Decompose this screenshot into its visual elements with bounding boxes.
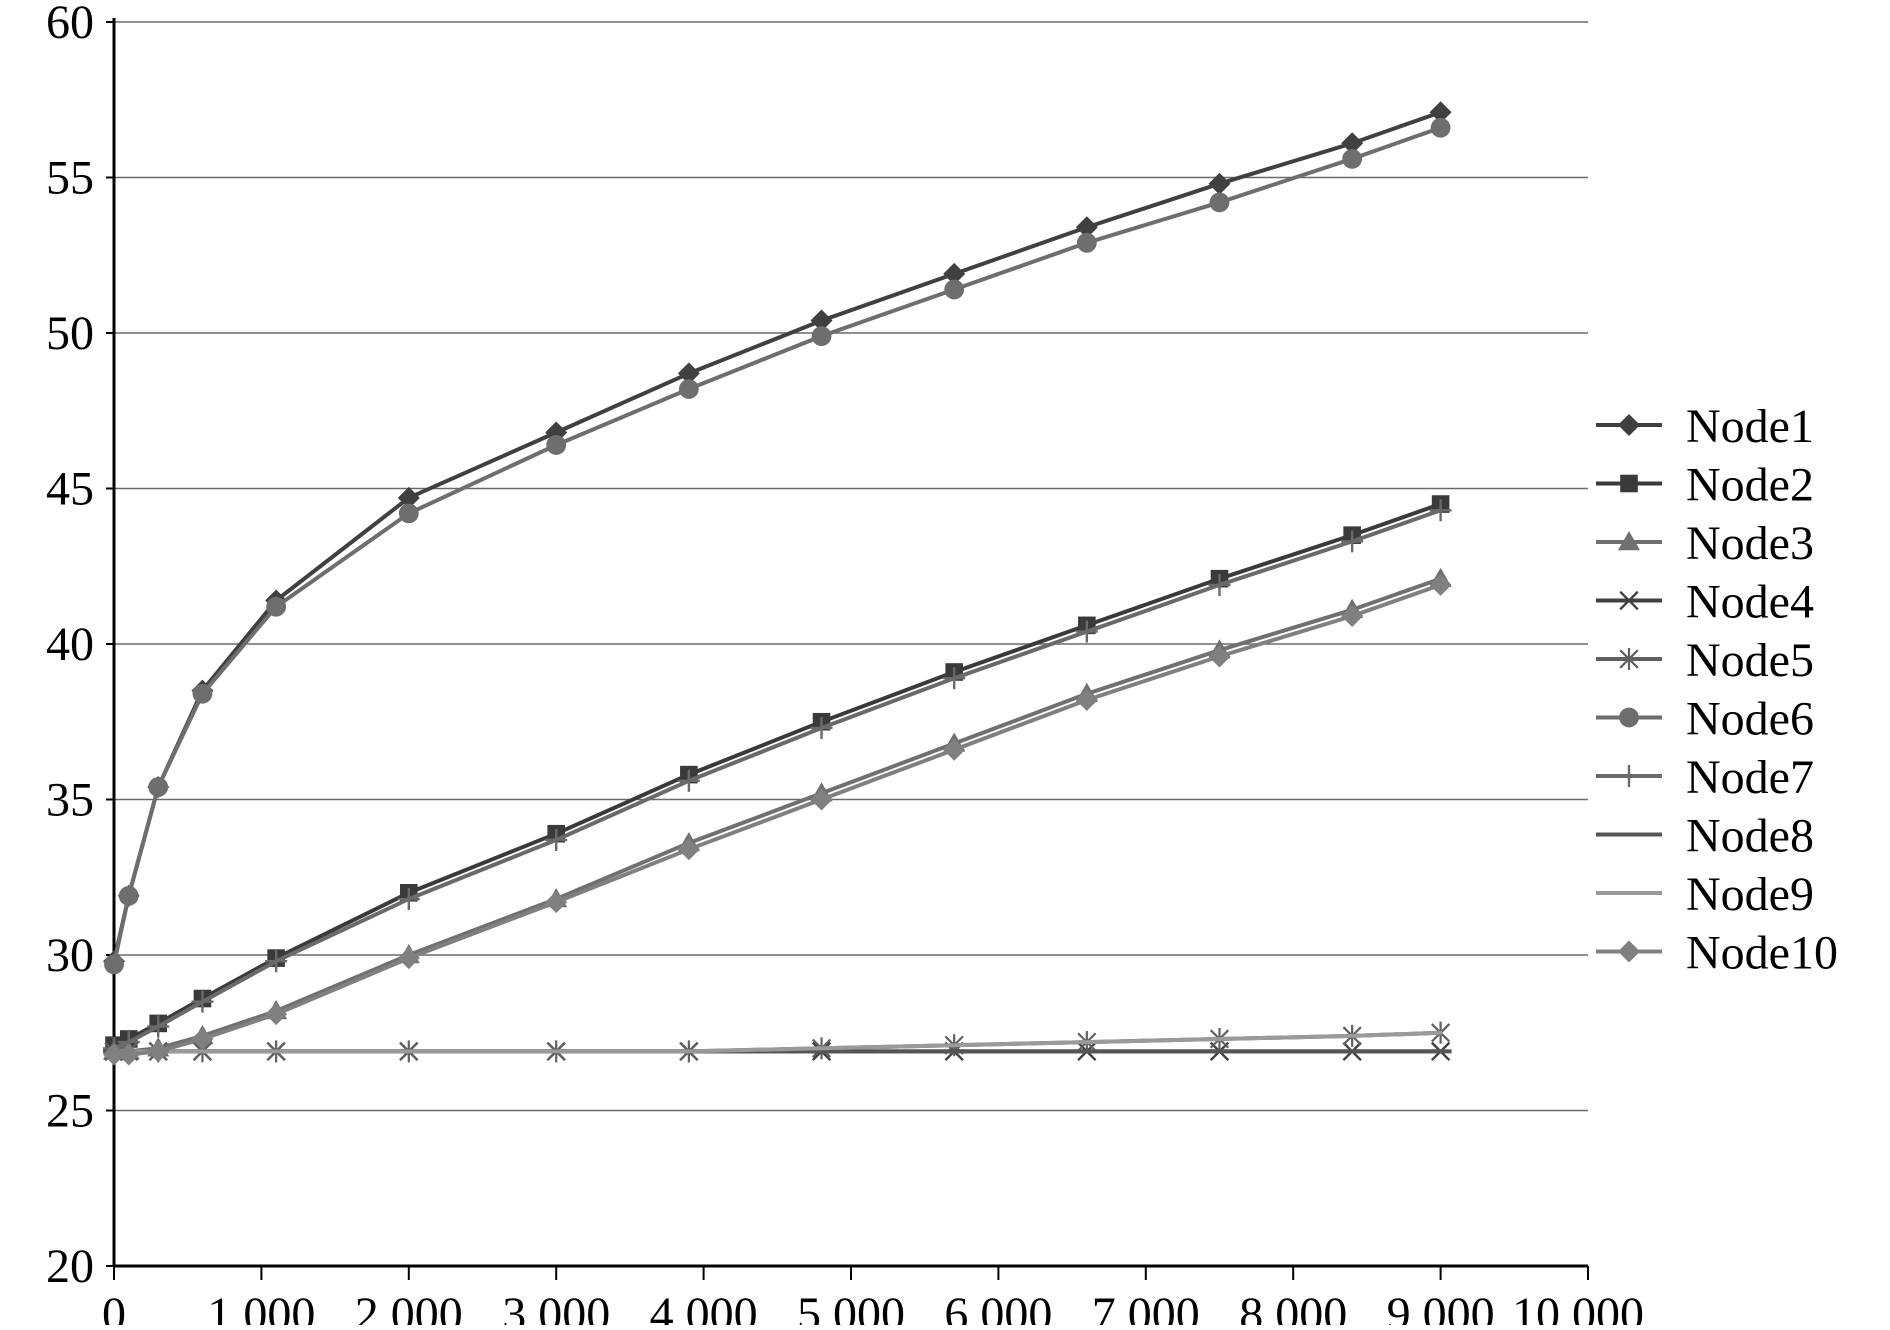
series-node7 [103, 499, 1452, 1059]
data-point [1209, 173, 1231, 195]
series-line [114, 128, 1441, 965]
data-point [148, 777, 168, 797]
legend-label: Node9 [1686, 868, 1814, 921]
data-point [1618, 765, 1640, 787]
data-point [1619, 708, 1639, 728]
x-tick-label: 0 [102, 1288, 126, 1325]
x-tick-label: 9 000 [1387, 1288, 1495, 1325]
legend-item-node8: Node8 [1596, 810, 1814, 863]
data-point [1210, 192, 1230, 212]
data-point [399, 503, 419, 523]
series-node6 [104, 118, 1450, 974]
y-tick-label: 35 [46, 774, 94, 827]
series-node9 [114, 1033, 1441, 1052]
x-tick-label: 10 000 [1512, 1288, 1644, 1325]
legend-item-node10: Node10 [1596, 927, 1838, 980]
legend-item-node5: Node5 [1596, 634, 1814, 687]
legend-label: Node5 [1686, 634, 1814, 687]
legend-item-node1: Node1 [1596, 400, 1814, 453]
data-point [1618, 414, 1640, 436]
y-tick-label: 20 [46, 1240, 94, 1293]
data-point [1618, 941, 1640, 963]
series-line [114, 112, 1441, 961]
x-tick-label: 8 000 [1239, 1288, 1347, 1325]
data-point [1077, 233, 1097, 253]
data-point [1620, 475, 1638, 493]
series-node10 [103, 574, 1452, 1066]
legend-label: Node10 [1686, 927, 1838, 980]
legend-label: Node2 [1686, 459, 1814, 512]
series-node3 [103, 568, 1452, 1060]
legend-item-node3: Node3 [1596, 517, 1814, 570]
series-line [114, 585, 1441, 1055]
data-point [266, 597, 286, 617]
y-tick-label: 55 [46, 152, 94, 205]
legend-label: Node6 [1686, 693, 1814, 746]
series-node1 [103, 101, 1452, 972]
legend-label: Node4 [1686, 576, 1814, 629]
y-tick-label: 40 [46, 618, 94, 671]
legend-label: Node7 [1686, 751, 1814, 804]
x-tick-label: 1 000 [207, 1288, 315, 1325]
y-tick-label: 30 [46, 929, 94, 982]
x-tick-label: 7 000 [1092, 1288, 1200, 1325]
legend-item-node2: Node2 [1596, 459, 1814, 512]
x-tick-label: 6 000 [944, 1288, 1052, 1325]
data-point [1431, 118, 1451, 138]
series-group [103, 101, 1452, 1065]
x-tick-label: 3 000 [502, 1288, 610, 1325]
x-tick-label: 5 000 [797, 1288, 905, 1325]
legend-item-node9: Node9 [1596, 868, 1814, 921]
data-point [812, 326, 832, 346]
data-point [104, 954, 124, 974]
data-point [679, 379, 699, 399]
data-point [1430, 574, 1452, 596]
data-point [944, 280, 964, 300]
legend-item-node6: Node6 [1596, 693, 1814, 746]
series-line [114, 1033, 1441, 1052]
legend-label: Node3 [1686, 517, 1814, 570]
x-tick-label: 4 000 [650, 1288, 758, 1325]
y-tick-label: 60 [46, 0, 94, 49]
data-point [119, 886, 139, 906]
legend-label: Node1 [1686, 400, 1814, 453]
y-tick-label: 25 [46, 1085, 94, 1138]
data-point [546, 435, 566, 455]
data-point [1342, 149, 1362, 169]
legend-item-node4: Node4 [1596, 576, 1814, 629]
series-node5 [105, 1022, 1449, 1063]
legend-item-node7: Node7 [1596, 751, 1814, 804]
axes: 20 25 30 35 40 45 50 55 60 0 1 000 2 000 3 000 4 000 5… [46, 0, 1644, 1325]
x-tick-label: 2 000 [355, 1288, 463, 1325]
series-line [114, 504, 1441, 1045]
y-tick-label: 45 [46, 463, 94, 516]
y-tick-label: 50 [46, 307, 94, 360]
series-line [114, 510, 1441, 1048]
data-point [193, 684, 213, 704]
legend-label: Node8 [1686, 810, 1814, 863]
